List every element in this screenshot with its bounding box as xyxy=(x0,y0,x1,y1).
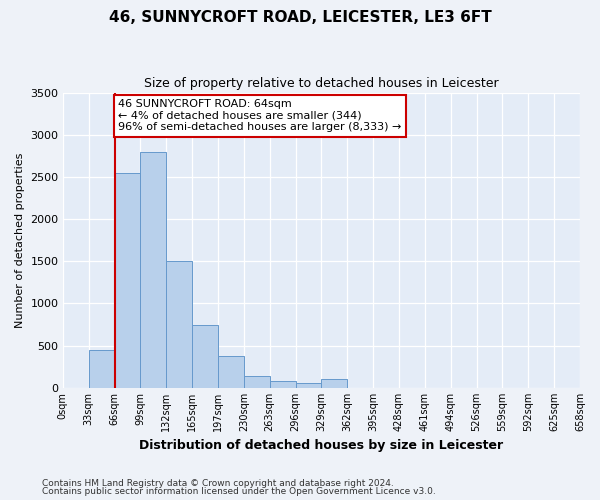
Text: Contains HM Land Registry data © Crown copyright and database right 2024.: Contains HM Land Registry data © Crown c… xyxy=(42,478,394,488)
Bar xyxy=(89,350,115,388)
Bar xyxy=(140,152,166,388)
Text: 46, SUNNYCROFT ROAD, LEICESTER, LE3 6FT: 46, SUNNYCROFT ROAD, LEICESTER, LE3 6FT xyxy=(109,10,491,25)
Bar xyxy=(218,356,244,388)
Y-axis label: Number of detached properties: Number of detached properties xyxy=(15,152,25,328)
Bar xyxy=(244,376,270,388)
Text: Contains public sector information licensed under the Open Government Licence v3: Contains public sector information licen… xyxy=(42,487,436,496)
Bar xyxy=(192,324,218,388)
Text: 46 SUNNYCROFT ROAD: 64sqm
← 4% of detached houses are smaller (344)
96% of semi-: 46 SUNNYCROFT ROAD: 64sqm ← 4% of detach… xyxy=(118,99,402,132)
Title: Size of property relative to detached houses in Leicester: Size of property relative to detached ho… xyxy=(144,78,499,90)
Bar xyxy=(322,379,347,388)
Bar xyxy=(296,382,322,388)
Bar xyxy=(270,381,296,388)
X-axis label: Distribution of detached houses by size in Leicester: Distribution of detached houses by size … xyxy=(139,440,503,452)
Bar xyxy=(166,262,192,388)
Bar xyxy=(115,173,140,388)
